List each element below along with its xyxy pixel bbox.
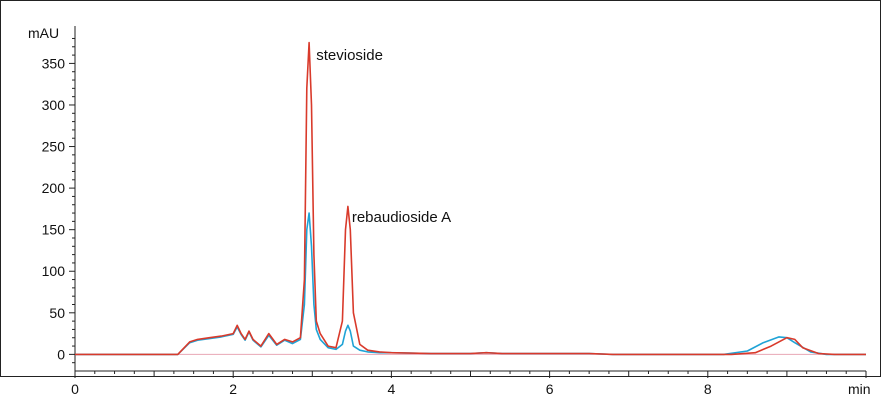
y-tick-label: 100 [42, 263, 66, 279]
x-tick-label: 8 [704, 381, 712, 397]
annotations: stevioside rebaudioside A [316, 47, 451, 226]
axes: 0 50 100 150 200 250 300 350 0 2 4 6 8 [42, 26, 867, 397]
peak-label: stevioside [316, 47, 383, 64]
series-1-line [75, 41, 866, 356]
x-axis-unit-label: min [848, 381, 871, 397]
series-layer [75, 41, 866, 356]
y-tick-label: 350 [42, 55, 66, 71]
y-tick-label: 50 [49, 305, 65, 321]
plot-frame [0, 0, 881, 377]
x-tick-label: 0 [71, 381, 79, 397]
x-tick-label: 2 [229, 381, 237, 397]
y-tick-label: 150 [42, 222, 66, 238]
y-tick-label: 0 [57, 346, 65, 362]
y-tick-label: 250 [42, 139, 66, 155]
y-tick-label: 200 [42, 180, 66, 196]
peak-label: rebaudioside A [352, 209, 451, 226]
y-axis-unit-label: mAU [28, 25, 59, 41]
x-tick-label: 6 [546, 381, 554, 397]
series-2-line [75, 212, 866, 356]
y-tick-label: 300 [42, 97, 66, 113]
labels: mAU min [28, 25, 871, 397]
x-tick-label: 4 [388, 381, 396, 397]
